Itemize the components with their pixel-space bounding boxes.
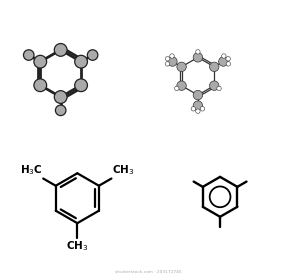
Circle shape bbox=[175, 86, 179, 91]
Circle shape bbox=[23, 50, 34, 60]
Circle shape bbox=[210, 62, 219, 71]
Circle shape bbox=[75, 79, 87, 92]
Circle shape bbox=[219, 57, 228, 66]
Circle shape bbox=[193, 90, 203, 100]
Circle shape bbox=[226, 62, 231, 66]
Circle shape bbox=[217, 86, 221, 91]
Circle shape bbox=[55, 105, 66, 116]
Circle shape bbox=[196, 50, 200, 54]
Circle shape bbox=[200, 107, 205, 111]
Circle shape bbox=[170, 54, 174, 58]
Circle shape bbox=[210, 81, 219, 90]
Text: CH$_3$: CH$_3$ bbox=[66, 239, 89, 253]
Circle shape bbox=[168, 57, 177, 66]
Circle shape bbox=[54, 43, 67, 56]
Circle shape bbox=[177, 62, 186, 71]
Circle shape bbox=[165, 57, 170, 61]
Circle shape bbox=[193, 53, 203, 62]
Circle shape bbox=[226, 57, 230, 61]
Circle shape bbox=[196, 109, 200, 113]
Circle shape bbox=[191, 107, 196, 111]
Text: H$_3$C: H$_3$C bbox=[20, 163, 42, 177]
Circle shape bbox=[222, 54, 226, 58]
Circle shape bbox=[34, 55, 47, 68]
Circle shape bbox=[34, 79, 47, 92]
Text: CH$_3$: CH$_3$ bbox=[112, 163, 135, 177]
Circle shape bbox=[75, 55, 87, 68]
Circle shape bbox=[165, 62, 170, 66]
Circle shape bbox=[54, 91, 67, 103]
Circle shape bbox=[87, 50, 98, 60]
Text: shutterstock.com · 203172745: shutterstock.com · 203172745 bbox=[115, 270, 181, 274]
Circle shape bbox=[177, 81, 186, 90]
Circle shape bbox=[193, 101, 203, 110]
